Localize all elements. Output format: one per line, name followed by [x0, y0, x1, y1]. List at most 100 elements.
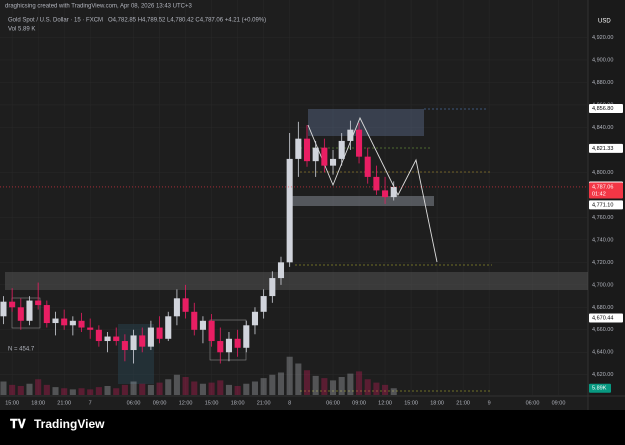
price-label-box — [589, 182, 623, 199]
candle-body — [243, 325, 250, 348]
volume-bar — [121, 384, 128, 395]
chart-title: Gold Spot / U.S. Dollar · 15 · FXCM — [8, 18, 103, 24]
y-tick-label: 4,720.00 — [592, 260, 613, 266]
candle-body — [121, 341, 128, 351]
y-tick-label: 4,620.00 — [592, 372, 613, 378]
volume-bar — [208, 382, 215, 395]
y-tick-label: 4,900.00 — [592, 57, 613, 63]
candle-body — [147, 327, 154, 347]
candle-body — [35, 300, 42, 306]
price-label: 4,787.06 — [592, 184, 613, 190]
volume-bar — [321, 378, 328, 395]
candle-body — [61, 318, 68, 326]
candle-body — [104, 336, 111, 342]
attribution: draghicsing created with TradingView.com… — [5, 4, 192, 10]
candle-body — [251, 311, 259, 326]
volume-bar — [356, 371, 363, 395]
candle-body — [373, 176, 380, 191]
volume-bar — [251, 381, 259, 395]
volume-bar — [173, 374, 180, 395]
x-tick-label: 7 — [89, 400, 92, 406]
y-tick-label: 4,840.00 — [592, 125, 613, 131]
volume-bar — [43, 384, 50, 395]
candle-body — [329, 158, 337, 166]
candle-body — [9, 301, 16, 308]
y-tick-label: 4,680.00 — [592, 305, 613, 311]
volume-bar — [17, 386, 24, 395]
candle-body — [87, 327, 94, 330]
volume-bar — [165, 379, 172, 395]
price-label: 4,670.44 — [592, 316, 613, 322]
candle-body — [139, 335, 146, 347]
drawings — [5, 108, 588, 392]
candle-body — [182, 298, 189, 312]
y-tick-label: 4,760.00 — [592, 215, 613, 221]
currency: USD — [598, 19, 611, 25]
candle-body — [95, 329, 102, 342]
y-tick-label: 4,920.00 — [592, 35, 613, 41]
x-tick-label: 06:00 — [127, 400, 141, 406]
grid — [0, 0, 588, 395]
x-tick-label: 15:00 — [205, 400, 219, 406]
volume-bar — [0, 381, 7, 395]
volume-bar — [61, 388, 68, 395]
x-tick-label: 9 — [488, 400, 491, 406]
x-tick-label: 21:00 — [456, 400, 470, 406]
logo-mark: 𝐓𝐕 — [10, 417, 27, 431]
volume-bar — [295, 363, 302, 395]
volume-bar — [364, 379, 371, 395]
countdown: 01:42 — [592, 191, 606, 197]
y-tick-label: 4,740.00 — [592, 237, 613, 243]
candle-body — [208, 320, 215, 342]
footer — [0, 410, 625, 440]
volume-bar — [156, 382, 163, 395]
volume-bar — [35, 379, 42, 395]
candle-body — [17, 307, 24, 321]
volume-label: 5.89K — [592, 386, 607, 392]
volume-bar — [390, 388, 397, 395]
y-tick-label: 4,640.00 — [592, 350, 613, 356]
candle-body — [165, 316, 172, 339]
price-label-box — [589, 200, 623, 210]
x-tick-label: 09:00 — [552, 400, 566, 406]
volume-bar — [217, 380, 224, 395]
volume-bar — [52, 387, 59, 395]
volume-bar — [329, 380, 337, 395]
x-tick-label: 18:00 — [430, 400, 444, 406]
volume-bar — [277, 372, 285, 395]
volume-bar — [130, 381, 137, 395]
candle-body — [156, 327, 163, 339]
candle-body — [321, 147, 328, 166]
price-label-box — [589, 104, 623, 114]
volume-bar — [373, 382, 380, 395]
candle-body — [26, 300, 33, 321]
y-tick-label: 4,880.00 — [592, 80, 613, 86]
candle-body — [191, 311, 198, 330]
zone — [308, 109, 424, 136]
candle-body — [356, 129, 363, 157]
x-tick-label: 15:00 — [404, 400, 418, 406]
candle-body — [303, 138, 311, 162]
candle-body — [390, 186, 397, 198]
x-tick-label: 8 — [288, 400, 291, 406]
volume-bar — [113, 388, 120, 395]
volume-bar — [225, 384, 232, 395]
x-tick-label: 21:00 — [257, 400, 271, 406]
zone — [11, 297, 41, 329]
annotation: N = 454.7 — [8, 347, 35, 353]
volume-bar — [147, 384, 154, 395]
zone — [5, 272, 588, 290]
x-tick-label: 18:00 — [31, 400, 45, 406]
candle-body — [382, 190, 389, 198]
candle-body — [277, 262, 285, 279]
candle-body — [69, 320, 76, 326]
volume-bar — [243, 383, 250, 395]
x-tick-label: 12:00 — [179, 400, 193, 406]
volume-bar — [269, 374, 276, 395]
candle-body — [286, 158, 293, 263]
ohlc: O4,782.85 H4,789.52 L4,780.42 C4,787.06 … — [108, 18, 266, 24]
candles — [0, 120, 397, 395]
volume-bar — [139, 383, 146, 395]
x-tick-label: 21:00 — [57, 400, 71, 406]
